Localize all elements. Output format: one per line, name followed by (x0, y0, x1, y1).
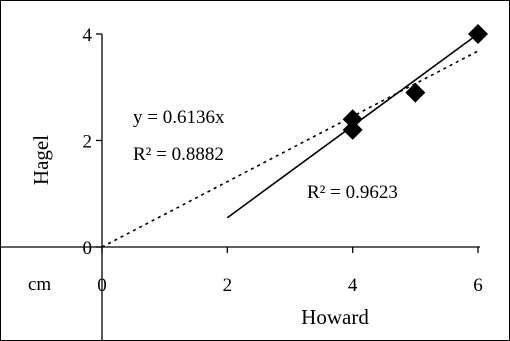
data-point (405, 82, 426, 103)
y-axis-title: Hagel (29, 135, 53, 185)
axes (0, 33, 480, 341)
x-tick-label: 0 (97, 275, 107, 296)
solid-r2-label: R² = 0.9623 (307, 182, 398, 203)
x-tick-label: 6 (473, 275, 483, 296)
dashed-r2-label: R² = 0.8882 (133, 144, 224, 165)
y-tick-label: 4 (83, 25, 93, 46)
y-tick-label: 2 (83, 132, 93, 153)
dashed-equation-label: y = 0.6136x (133, 107, 225, 128)
y-tick-label: 0 (83, 238, 93, 259)
x-tick-label: 2 (223, 275, 233, 296)
corner-unit-label: cm (28, 274, 51, 295)
labels: 0 2 4 0 2 4 6 (83, 25, 483, 296)
x-axis-title: Howard (301, 305, 369, 329)
data-points (342, 24, 488, 140)
data-point (468, 24, 488, 44)
data-point (342, 119, 363, 140)
trendline-dashed (101, 50, 479, 248)
data-point (342, 109, 363, 130)
x-tick-label: 4 (348, 275, 358, 296)
